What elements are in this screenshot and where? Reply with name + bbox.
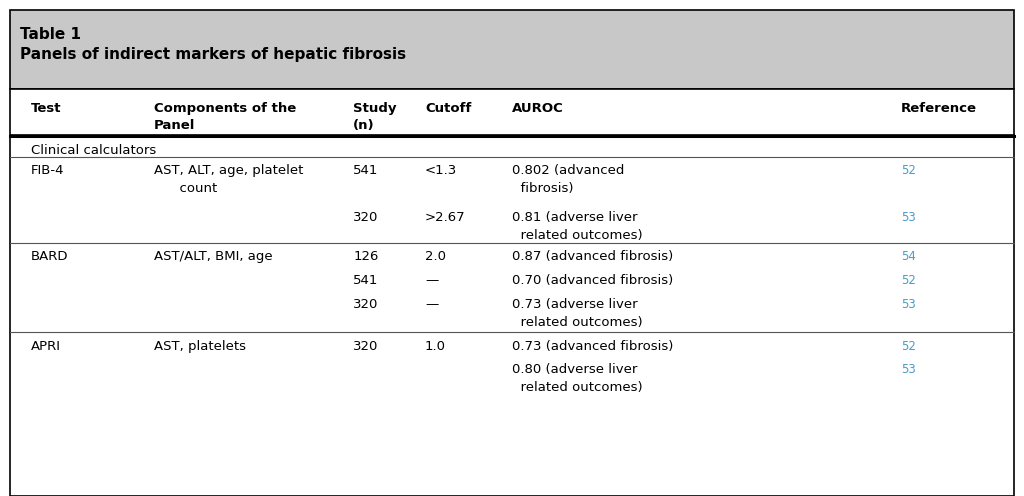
Text: 0.802 (advanced
  fibrosis): 0.802 (advanced fibrosis) (512, 164, 625, 195)
Text: Study
(n): Study (n) (353, 102, 396, 131)
Text: Clinical calculators: Clinical calculators (31, 144, 156, 157)
Text: APRI: APRI (31, 340, 60, 353)
Text: 0.81 (adverse liver
  related outcomes): 0.81 (adverse liver related outcomes) (512, 211, 643, 242)
Text: Components of the
Panel: Components of the Panel (154, 102, 296, 131)
Text: 0.87 (advanced fibrosis): 0.87 (advanced fibrosis) (512, 250, 673, 263)
Text: Reference: Reference (901, 102, 977, 115)
Text: AST, ALT, age, platelet
      count: AST, ALT, age, platelet count (154, 164, 303, 195)
Text: 54: 54 (901, 250, 916, 263)
Text: —: — (425, 298, 438, 310)
Text: 1.0: 1.0 (425, 340, 446, 353)
Text: FIB-4: FIB-4 (31, 164, 65, 177)
Text: 0.73 (advanced fibrosis): 0.73 (advanced fibrosis) (512, 340, 674, 353)
Text: 320: 320 (353, 340, 379, 353)
Text: Table 1: Table 1 (20, 27, 82, 42)
Text: 53: 53 (901, 211, 915, 224)
Text: 0.80 (adverse liver
  related outcomes): 0.80 (adverse liver related outcomes) (512, 363, 643, 394)
Text: >2.67: >2.67 (425, 211, 466, 224)
Text: 52: 52 (901, 274, 916, 287)
Text: —: — (425, 274, 438, 287)
Text: 52: 52 (901, 340, 916, 353)
Text: AST/ALT, BMI, age: AST/ALT, BMI, age (154, 250, 272, 263)
Text: 2.0: 2.0 (425, 250, 446, 263)
Text: 53: 53 (901, 363, 915, 376)
Text: 0.70 (advanced fibrosis): 0.70 (advanced fibrosis) (512, 274, 673, 287)
Text: Panels of indirect markers of hepatic fibrosis: Panels of indirect markers of hepatic fi… (20, 47, 407, 62)
Text: 320: 320 (353, 211, 379, 224)
Text: 541: 541 (353, 164, 379, 177)
Text: AST, platelets: AST, platelets (154, 340, 246, 353)
Text: 52: 52 (901, 164, 916, 177)
Text: AUROC: AUROC (512, 102, 564, 115)
Text: 320: 320 (353, 298, 379, 310)
Text: BARD: BARD (31, 250, 69, 263)
Text: <1.3: <1.3 (425, 164, 457, 177)
FancyBboxPatch shape (10, 89, 1014, 496)
Text: Test: Test (31, 102, 61, 115)
FancyBboxPatch shape (10, 10, 1014, 89)
Text: 0.73 (adverse liver
  related outcomes): 0.73 (adverse liver related outcomes) (512, 298, 643, 328)
Text: Cutoff: Cutoff (425, 102, 471, 115)
Text: 541: 541 (353, 274, 379, 287)
Text: 126: 126 (353, 250, 379, 263)
Text: 53: 53 (901, 298, 915, 310)
